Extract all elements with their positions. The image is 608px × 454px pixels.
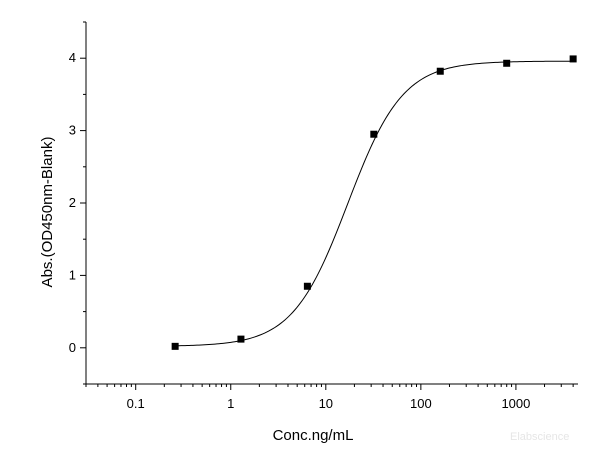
x-tick-label: 100 xyxy=(410,396,432,411)
watermark-text: Elabscience xyxy=(510,431,569,443)
x-tick-label: 0.1 xyxy=(127,396,145,411)
data-point xyxy=(171,342,179,350)
y-tick-label: 2 xyxy=(69,195,76,210)
fit-curve xyxy=(175,60,574,347)
x-tick-label: 10 xyxy=(319,396,333,411)
x-tick-label: 1000 xyxy=(501,396,530,411)
data-point xyxy=(569,55,577,63)
tick-labels-layer: 0 1 2 3 4 0.1 1 10 100 1000 xyxy=(69,50,531,411)
x-axis-title: Conc.ng/mL xyxy=(273,427,354,444)
y-tick-label: 1 xyxy=(69,267,76,282)
fit-curve-layer xyxy=(175,60,574,347)
data-point xyxy=(503,59,511,67)
y-axis-title: Abs.(OD450nm-Blank) xyxy=(39,137,56,288)
x-tick-label: 1 xyxy=(227,396,234,411)
axes xyxy=(80,21,578,390)
y-tick-label: 3 xyxy=(69,123,76,138)
data-point xyxy=(303,282,311,290)
y-tick-label: 4 xyxy=(69,50,76,65)
data-point xyxy=(370,130,378,138)
y-tick-label: 0 xyxy=(69,340,76,355)
data-point xyxy=(436,67,444,75)
data-points-layer xyxy=(171,55,577,350)
data-point xyxy=(237,335,245,343)
